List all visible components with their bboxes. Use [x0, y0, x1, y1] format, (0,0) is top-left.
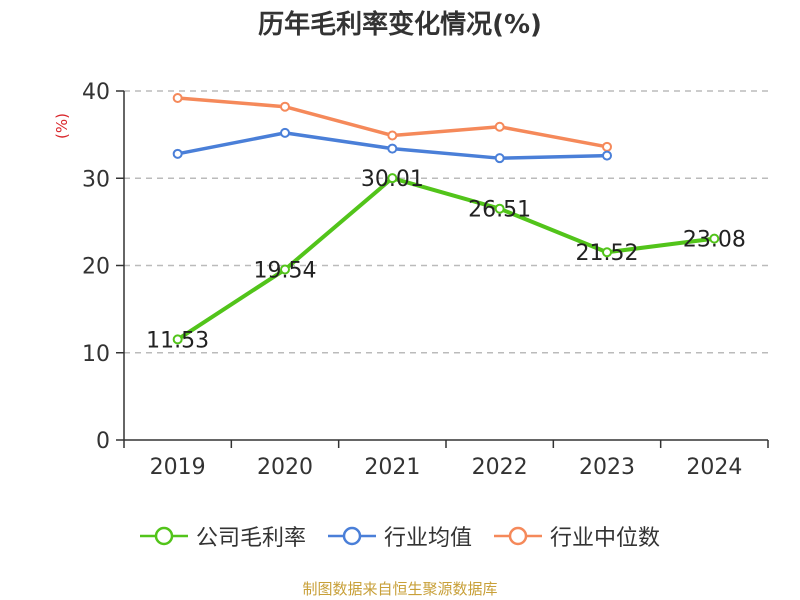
legend-label: 行业中位数 [550, 526, 661, 551]
x-tick-label: 2019 [150, 455, 206, 480]
y-tick-label: 40 [82, 80, 110, 105]
legend-swatch [494, 526, 542, 546]
x-tick-label: 2022 [472, 455, 528, 480]
data-point [494, 121, 505, 132]
legend-item[interactable]: 行业均值 [327, 520, 472, 552]
data-point [172, 148, 183, 159]
x-tick-label: 2023 [579, 455, 635, 480]
data-labels: 11.53 19.54 30.01 26.51 21.52 23.08 [146, 167, 746, 353]
data-point [172, 92, 183, 103]
legend-marker [154, 526, 174, 546]
x-tick-label: 2021 [364, 455, 420, 480]
series-lines [172, 92, 720, 345]
data-label: 23.08 [683, 228, 746, 253]
data-point [602, 141, 612, 152]
y-tick-label: 0 [96, 429, 110, 454]
grid-lines [124, 90, 768, 354]
data-point [280, 264, 290, 275]
data-label: 26.51 [468, 198, 531, 223]
axes: 0 10 20 30 40 2019 2020 2021 2022 2023 2024 [82, 80, 769, 480]
y-tick-label: 20 [82, 255, 110, 280]
data-point [602, 247, 612, 258]
data-label: 11.53 [146, 328, 209, 353]
data-point [602, 150, 612, 161]
data-label: 19.54 [254, 259, 317, 284]
data-point [172, 334, 183, 345]
data-point [387, 143, 398, 154]
y-axis-label: (%) [53, 113, 71, 139]
data-point [280, 101, 290, 112]
data-point [494, 153, 505, 164]
data-label: 30.01 [361, 167, 424, 192]
data-point [280, 127, 290, 138]
data-label: 21.52 [576, 241, 639, 266]
data-point [387, 130, 398, 141]
x-tick-label: 2020 [257, 455, 313, 480]
legend-item[interactable]: 公司毛利率 [139, 520, 306, 552]
data-point [387, 173, 398, 184]
legend-item[interactable]: 行业中位数 [494, 520, 660, 552]
legend-label: 行业均值 [383, 526, 472, 551]
legend: 公司毛利率 行业均值 行业中位数 [0, 520, 800, 552]
y-tick-label: 30 [82, 167, 110, 192]
chart-title: 历年毛利率变化情况(%) [258, 10, 542, 40]
y-tick-label: 10 [82, 342, 110, 367]
legend-marker [508, 526, 528, 546]
series-line [176, 176, 715, 342]
data-point [709, 233, 720, 244]
source-note: 制图数据来自恒生聚源数据库 [302, 580, 498, 598]
x-tick-label: 2024 [686, 455, 742, 480]
legend-label: 公司毛利率 [195, 526, 306, 551]
data-point [494, 203, 505, 214]
legend-swatch [327, 526, 376, 546]
legend-marker [342, 526, 362, 546]
legend-swatch [139, 526, 188, 546]
